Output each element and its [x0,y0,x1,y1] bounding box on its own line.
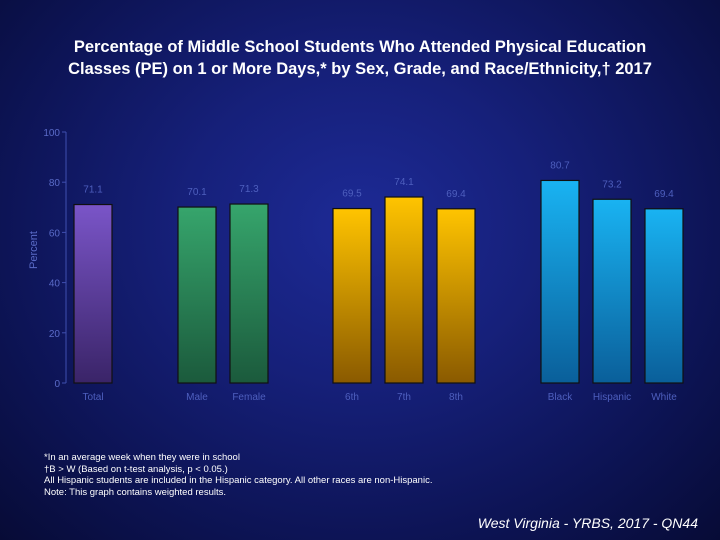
footnote-1: *In an average week when they were in sc… [44,452,240,463]
x-tick-labels: Total Male Female 6th 7th 8th Black Hispanic Whi… [82,392,677,403]
footnote-3: All Hispanic students are included in th… [44,475,433,486]
value-label-hispanic: 73.2 [602,179,622,190]
value-label-8th: 69.4 [446,189,466,200]
y-tick-label: 40 [49,279,61,290]
chart-title-line-1: Percentage of Middle School Students Who… [73,38,647,56]
bars [73,179,684,384]
value-labels: 71.1 70.1 71.3 69.5 74.1 69.4 80.7 73.2 69.4 [83,160,674,199]
x-tick-label-white: White [651,392,677,403]
value-label-white: 69.4 [654,189,674,200]
bar-white [644,208,684,384]
value-label-male: 70.1 [187,187,207,198]
x-tick-label-7th: 7th [397,392,411,403]
bar-6th [332,207,372,384]
x-tick-label-female: Female [232,392,266,403]
bar-total [73,203,113,384]
y-tick-label: 0 [54,379,60,390]
bar-hispanic [592,198,632,384]
y-tick-label: 100 [43,128,60,139]
footnote-4: Note: This graph contains weighted resul… [44,486,227,498]
bar-male [177,206,217,384]
bar-black [540,179,580,384]
chart-title-line-2: Classes (PE) on 1 or More Days,* by Sex,… [68,60,652,78]
y-tick-label: 20 [49,329,61,340]
x-tick-label-6th: 6th [345,392,359,403]
y-tick-label: 60 [49,228,61,239]
x-tick-label-total: Total [82,392,103,403]
y-axis: 0 20 40 60 80 100 [43,128,67,390]
value-label-7th: 74.1 [394,177,414,188]
x-tick-label-hispanic: Hispanic [593,392,631,403]
bar-female [229,203,269,384]
bar-7th [384,196,424,384]
x-tick-label-8th: 8th [449,392,463,403]
x-tick-label-male: Male [186,392,208,403]
footnotes: *In an average week when they were in sc… [44,452,604,498]
value-label-black: 80.7 [550,160,570,171]
y-tick-label: 80 [49,178,61,189]
bar-8th [436,208,476,384]
y-axis-label: Percent [28,231,40,269]
x-tick-label-black: Black [548,392,573,403]
footnote-2: †B > W (Based on t-test analysis, p < 0.… [44,463,228,475]
value-label-6th: 69.5 [342,189,362,200]
source-label: West Virginia - YRBS, 2017 - QN44 [477,515,698,531]
chart-title: Percentage of Middle School Students Who… [20,36,700,80]
value-label-total: 71.1 [83,185,103,196]
value-label-female: 71.3 [239,184,259,195]
